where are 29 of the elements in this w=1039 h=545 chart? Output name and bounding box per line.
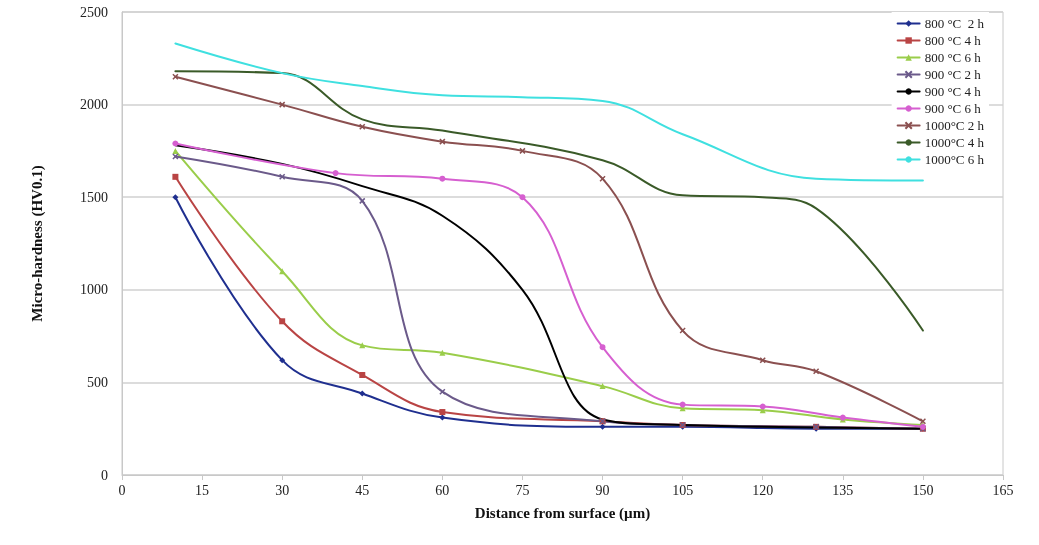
- x-tick-label: 90: [595, 482, 610, 498]
- y-tick-label: 0: [101, 467, 108, 483]
- x-axis-title: Distance from surface (µm): [474, 504, 651, 522]
- legend-label: 900 °C 4 h: [924, 84, 982, 99]
- y-tick-label: 2500: [80, 4, 108, 20]
- x-tick-label: 30: [275, 482, 290, 498]
- legend-label: 900 °C 6 h: [924, 101, 982, 116]
- legend-label: 1000°C 4 h: [924, 135, 985, 150]
- legend-label: 800 °C 2 h: [924, 16, 985, 31]
- x-tick-label: 45: [355, 482, 370, 498]
- x-tick-label: 0: [118, 482, 126, 498]
- x-tick-label: 60: [435, 482, 450, 498]
- y-tick-label: 1500: [80, 189, 108, 205]
- x-tick-label: 165: [992, 482, 1014, 498]
- y-tick-label: 500: [87, 374, 108, 390]
- y-axis-title: Micro-hardness (HV0.1): [28, 165, 46, 322]
- y-tick-label: 2000: [80, 97, 108, 113]
- x-tick-label: 75: [515, 482, 530, 498]
- legend-label: 800 °C 6 h: [924, 50, 982, 65]
- x-tick-label: 120: [752, 482, 774, 498]
- legend-label: 900 °C 2 h: [924, 67, 982, 82]
- x-tick-label: 150: [912, 482, 934, 498]
- y-tick-label: 1000: [80, 282, 108, 298]
- legend-label: 1000°C 6 h: [924, 152, 985, 167]
- x-tick-label: 135: [832, 482, 854, 498]
- x-tick-label: 105: [672, 482, 694, 498]
- legend-label: 1000°C 2 h: [924, 118, 985, 133]
- x-tick-label: 15: [195, 482, 210, 498]
- legend-label: 800 °C 4 h: [924, 33, 982, 48]
